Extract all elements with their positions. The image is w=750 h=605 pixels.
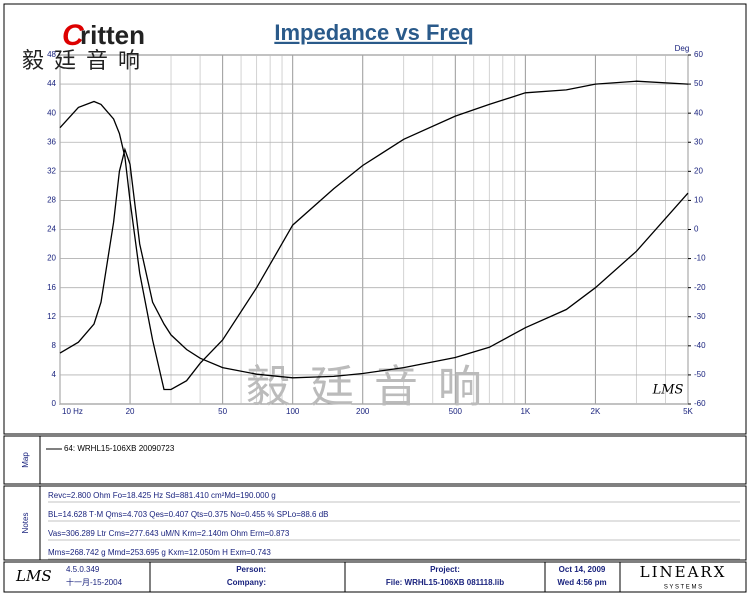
note-line: Vas=306.289 Ltr Cms=277.643 uM/N Krm=2.1…	[48, 529, 290, 538]
note-line: Mms=268.742 g Mmd=253.695 g Kxm=12.050m …	[48, 548, 271, 557]
y-tick-label: 48	[47, 50, 56, 59]
map-box	[3, 435, 747, 485]
logo-brand: ritten	[80, 20, 145, 50]
y2-tick-label: 30	[694, 137, 703, 146]
x-tick-label: 200	[356, 407, 370, 416]
x-tick-label: 5K	[683, 407, 693, 416]
y-tick-label: 8	[52, 341, 57, 350]
footer-build-date: 十一月-15-2004	[66, 577, 123, 587]
y2-axis-label: Deg	[675, 44, 690, 53]
x-tick-label: 100	[286, 407, 300, 416]
y2-tick-label: -60	[694, 399, 706, 408]
map-title: Map	[21, 452, 30, 468]
y-tick-label: 36	[47, 137, 56, 146]
footer-time: Wed 4:56 pm	[557, 578, 606, 587]
grid	[59, 54, 689, 405]
footer-date: Oct 14, 2009	[559, 565, 606, 574]
footer-box	[3, 561, 747, 593]
y2-tick-label: -40	[694, 341, 706, 350]
y-tick-label: 20	[47, 254, 56, 263]
footer-project: Project:	[430, 565, 460, 574]
y2-tick-label: 20	[694, 166, 703, 175]
y-tick-label: 4	[52, 370, 57, 379]
logo-initial: C	[62, 19, 85, 52]
watermark: 毅廷音响	[246, 362, 502, 413]
y-tick-label: 32	[47, 166, 56, 175]
y2-tick-label: 0	[694, 225, 699, 234]
plot-badge: LMS	[652, 383, 684, 398]
y-tick-label: 44	[47, 79, 56, 88]
y2-tick-label: -50	[694, 370, 706, 379]
x-tick-label: 20	[126, 407, 135, 416]
series-line	[59, 80, 689, 391]
y2-tick-label: 40	[694, 108, 703, 117]
y-tick-label: 28	[47, 196, 56, 205]
x-tick-label: 500	[449, 407, 463, 416]
y-tick-label: 40	[47, 108, 56, 117]
footer-version: 4.5.0.349	[66, 565, 100, 574]
footer-vendor-sub: S Y S T E M S	[664, 585, 702, 591]
footer-company: Company:	[227, 578, 266, 587]
y-tick-label: 12	[47, 312, 56, 321]
y2-tick-label: 50	[694, 79, 703, 88]
x-tick-label: 1K	[520, 407, 530, 416]
y-tick-label: 24	[47, 225, 56, 234]
notes-box	[3, 485, 747, 561]
y2-tick-label: -10	[694, 254, 706, 263]
y2-tick-label: 10	[694, 196, 703, 205]
notes-title: Notes	[21, 513, 30, 534]
footer-file: File: WRHL15-106XB 081118.lib	[386, 578, 504, 587]
footer-vendor: LINEARX	[640, 563, 727, 581]
chart-title: Impedance vs Freq	[274, 20, 473, 45]
x-tick-label: 10 Hz	[62, 407, 83, 416]
y2-tick-label: 60	[694, 50, 703, 59]
footer-app: LMS	[15, 567, 52, 585]
notes-lines: Revc=2.800 Ohm Fo=18.425 Hz Sd=881.410 c…	[48, 491, 740, 560]
footer-person: Person:	[236, 565, 266, 574]
y2-tick-label: -30	[694, 312, 706, 321]
x-tick-label: 50	[218, 407, 227, 416]
map-entry: 64: WRHL15-106XB 20090723	[64, 444, 175, 453]
logo-cn: 毅廷音响	[22, 49, 150, 74]
x-tick-label: 2K	[591, 407, 601, 416]
y2-tick-label: -20	[694, 283, 706, 292]
note-line: BL=14.628 T·M Qms=4.703 Qes=0.407 Qts=0.…	[48, 510, 328, 519]
series-line	[59, 147, 689, 379]
y-tick-label: 0	[52, 399, 57, 408]
y-tick-label: 16	[47, 283, 56, 292]
note-line: Revc=2.800 Ohm Fo=18.425 Hz Sd=881.410 c…	[48, 491, 276, 500]
